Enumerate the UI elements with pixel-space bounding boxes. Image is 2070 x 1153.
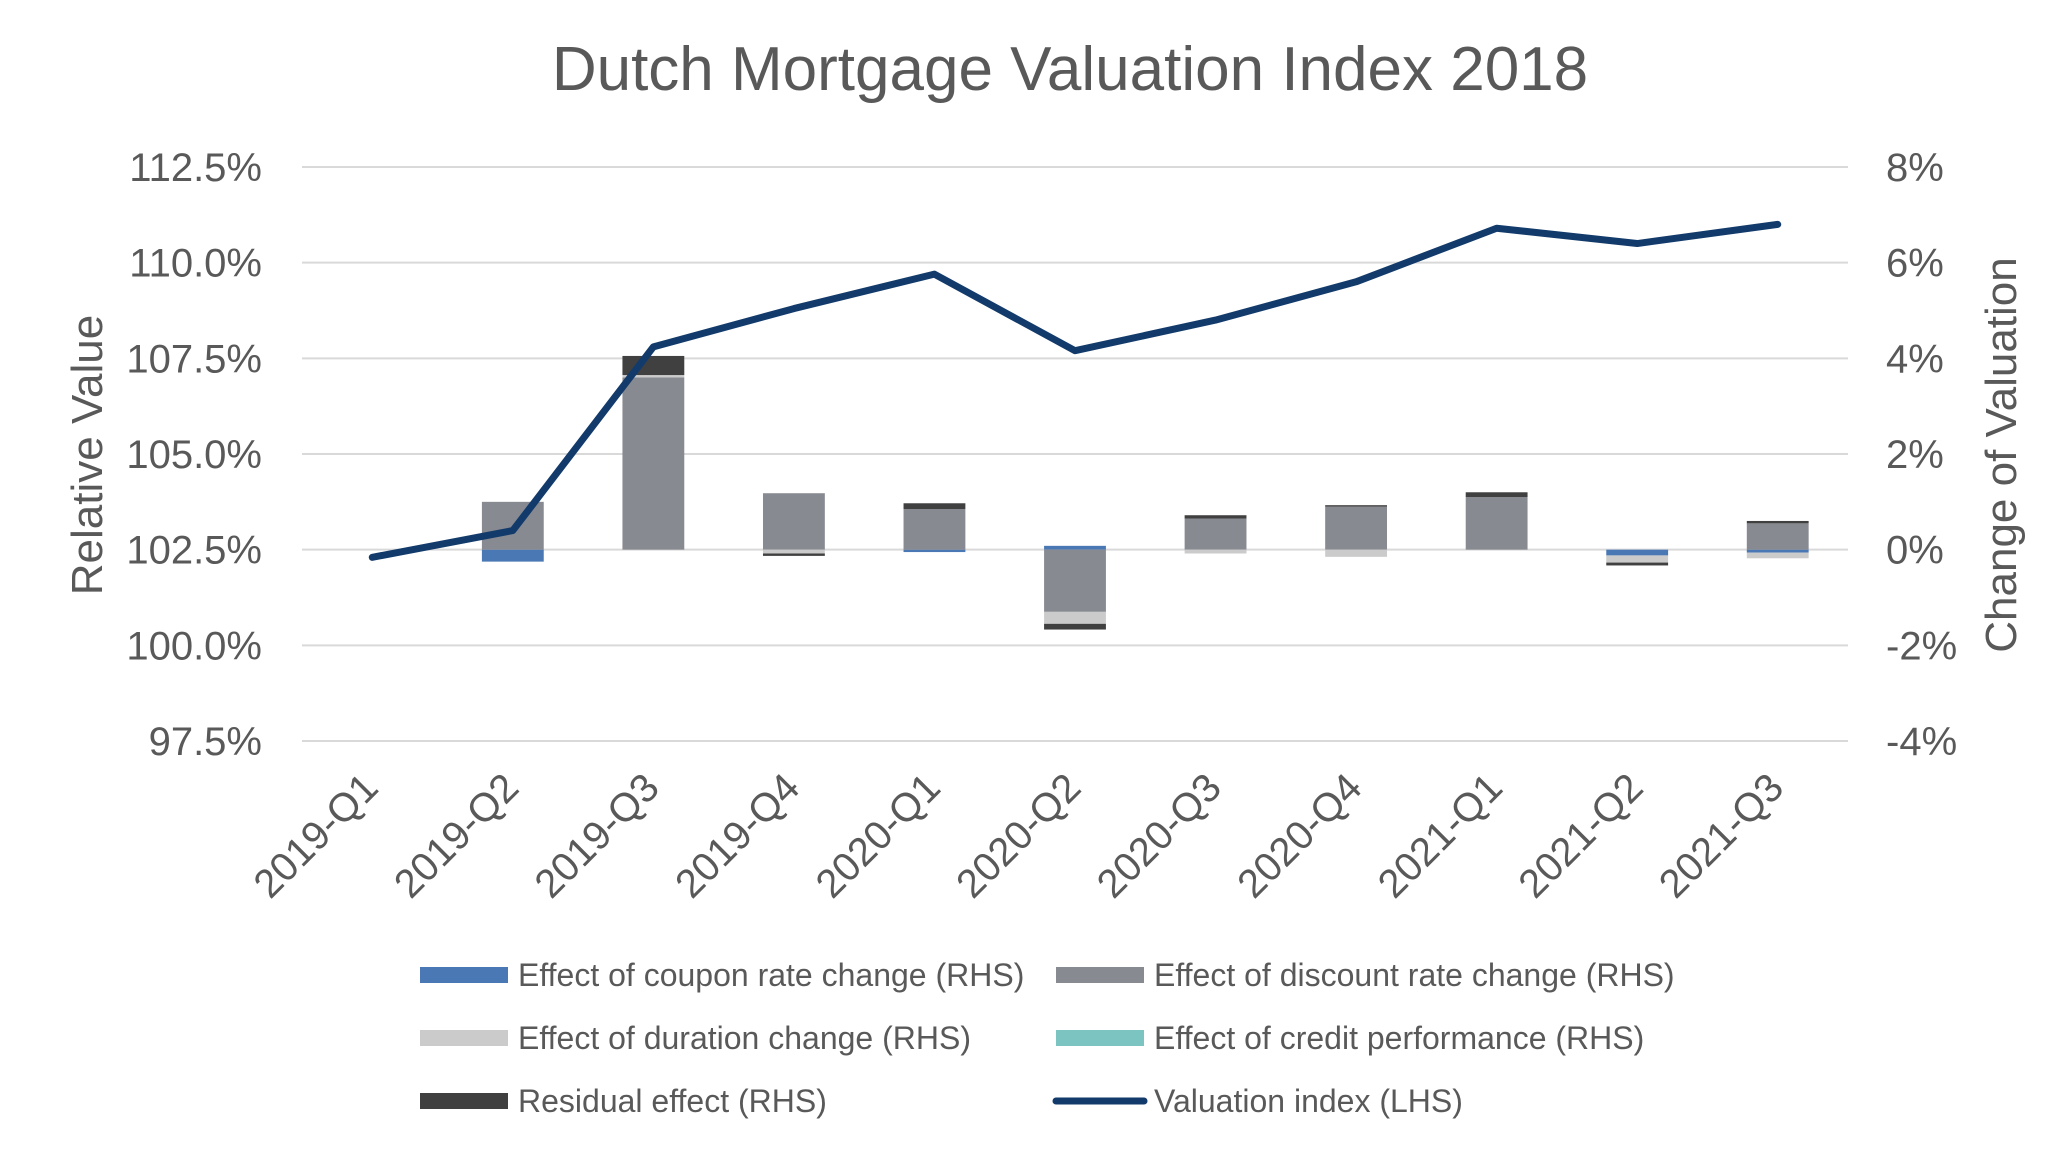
bar-segment: [903, 503, 966, 510]
x-tick-label: 2019-Q3: [527, 765, 668, 906]
bar-segment: [1746, 520, 1809, 524]
left-y-tick-label: 105.0%: [126, 433, 262, 477]
bar-segment: [1606, 555, 1669, 563]
legend-label: Effect of discount rate change (RHS): [1154, 957, 1675, 993]
bars-layer: [481, 355, 1809, 630]
bar-segment: [1184, 515, 1247, 519]
bar-segment: [1184, 518, 1247, 550]
legend-swatch: [1056, 967, 1144, 983]
legend-label: Residual effect (RHS): [518, 1083, 827, 1119]
bar-segment: [762, 553, 825, 556]
x-tick-label: 2021-Q3: [1651, 765, 1792, 906]
x-tick-label: 2019-Q2: [386, 765, 527, 906]
legend-label: Effect of coupon rate change (RHS): [518, 957, 1024, 993]
bar-segment: [1606, 562, 1669, 566]
valuation-index-line: [368, 220, 1782, 561]
left-y-tick-label: 102.5%: [126, 529, 262, 573]
right-y-tick-label: 0%: [1886, 529, 1944, 573]
bar-segment: [762, 493, 825, 550]
x-tick-label: 2021-Q1: [1370, 765, 1511, 906]
line-layer: [368, 220, 1782, 561]
left-y-tick-labels: 97.5% 100.0% 102.5% 105.0% 107.5% 110.0% 112.5…: [126, 146, 262, 764]
bar-segment: [1325, 505, 1388, 507]
legend-swatch: [420, 1093, 508, 1109]
left-y-tick-label: 110.0%: [129, 242, 262, 286]
bar-segment: [622, 377, 685, 550]
x-tick-label: 2021-Q2: [1510, 765, 1651, 906]
bar-segment: [1746, 523, 1809, 550]
bar-segment: [1465, 492, 1528, 498]
x-tick-label: 2020-Q4: [1229, 765, 1370, 906]
left-y-tick-label: 100.0%: [126, 624, 262, 668]
bar-segment: [481, 549, 544, 562]
bar-segment: [1044, 545, 1106, 550]
left-y-tick-label: 97.5%: [149, 720, 262, 764]
legend-swatch: [1056, 1030, 1144, 1046]
bar-segment: [1606, 549, 1669, 556]
bar-segment: [622, 375, 685, 378]
right-y-tick-label: -4%: [1886, 720, 1957, 764]
bar-segment: [1044, 611, 1106, 624]
left-y-tick-label: 107.5%: [126, 337, 262, 381]
legend-label: Effect of credit performance (RHS): [1154, 1020, 1644, 1056]
bar-segment: [1746, 549, 1809, 553]
bar-segment: [1465, 497, 1528, 550]
legend-label: Effect of duration change (RHS): [518, 1020, 971, 1056]
right-y-tick-labels: -4% -2% 0% 2% 4% 6% 8%: [1886, 146, 1957, 764]
legend: Effect of coupon rate change (RHS) Effect…: [420, 957, 1675, 1119]
right-y-tick-label: 2%: [1886, 433, 1944, 477]
right-y-tick-label: -2%: [1886, 624, 1957, 668]
bar-segment: [1746, 552, 1809, 559]
x-tick-label: 2020-Q3: [1089, 765, 1230, 906]
bar-segment: [762, 549, 825, 554]
bar-segment: [1184, 549, 1247, 554]
right-y-tick-label: 4%: [1886, 337, 1944, 381]
legend-label: Valuation index (LHS): [1154, 1083, 1463, 1119]
gridlines: [302, 166, 1848, 742]
bar-segment: [903, 509, 966, 550]
bar-segment: [903, 549, 966, 553]
right-y-tick-label: 6%: [1886, 242, 1944, 286]
bar-segment: [1044, 623, 1106, 630]
left-axis-title: Relative Value: [63, 315, 112, 595]
right-y-tick-label: 8%: [1886, 146, 1944, 190]
legend-swatch: [420, 1030, 508, 1046]
bar-segment: [1044, 549, 1106, 612]
left-y-tick-label: 112.5%: [129, 146, 262, 190]
right-axis-title: Change of Valuation: [1977, 257, 2026, 652]
legend-swatch: [420, 967, 508, 983]
x-tick-label: 2020-Q1: [808, 765, 949, 906]
chart-title: Dutch Mortgage Valuation Index 2018: [552, 35, 1588, 104]
x-tick-label: 2019-Q4: [667, 765, 808, 906]
x-tick-label: 2020-Q2: [948, 765, 1089, 906]
bar-segment: [1325, 506, 1388, 550]
x-tick-label: 2019-Q1: [245, 765, 386, 906]
x-tick-labels: 2019-Q1 2019-Q2 2019-Q3 2019-Q4 2020-Q1 2020-…: [245, 765, 1792, 906]
bar-segment: [1325, 549, 1388, 557]
